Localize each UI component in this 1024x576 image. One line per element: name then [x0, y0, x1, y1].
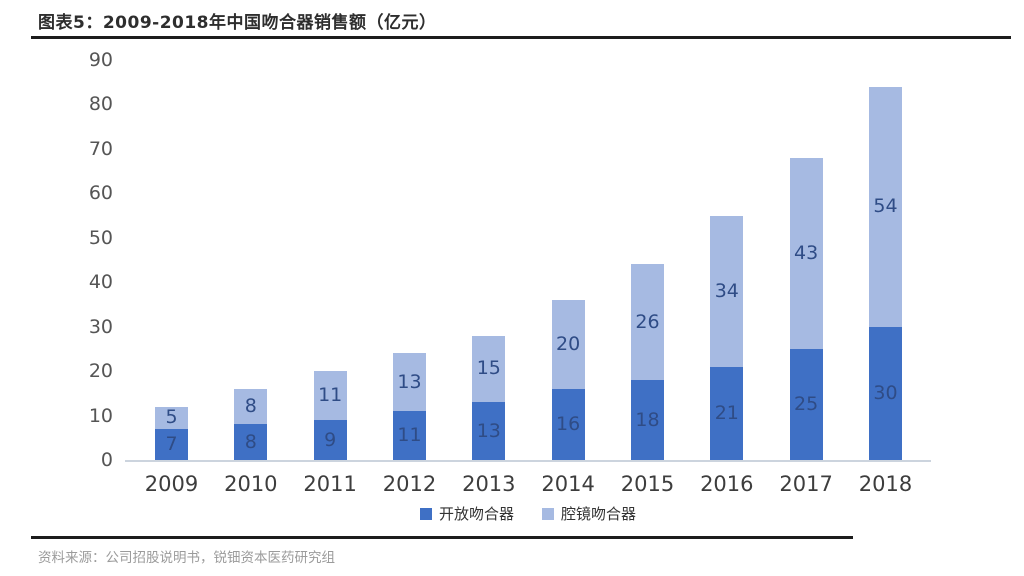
legend-swatch-endoscopic-stapler: [542, 507, 554, 520]
y-axis-tick-label: 70: [88, 137, 113, 160]
bar-segment-open-stapler: 18: [630, 380, 664, 460]
bar-segment-open-stapler: 8: [234, 424, 268, 460]
footer-divider-rule: [31, 536, 853, 539]
legend-item: 腔镜吻合器: [542, 503, 636, 524]
legend-item: 开放吻合器: [419, 503, 514, 524]
y-axis-tick-label: 0: [100, 449, 113, 471]
bar-value-label: 25: [794, 392, 819, 415]
bar-value-label: 16: [556, 412, 581, 435]
bar-segment-endoscopic-stapler: 5: [155, 406, 188, 429]
bar-value-label: 5: [165, 406, 178, 429]
y-axis-tick-label: 30: [88, 315, 113, 338]
y-axis-tick-label: 40: [88, 271, 113, 294]
bar-segment-open-stapler: 16: [551, 388, 585, 460]
bar-segment-endoscopic-stapler: 54: [868, 86, 902, 327]
bar-segment-endoscopic-stapler: 15: [472, 335, 506, 403]
x-axis-line: [125, 460, 931, 462]
bar-value-label: 43: [794, 241, 819, 264]
bar-segment-open-stapler: 13: [472, 402, 506, 460]
bar-value-label: 21: [714, 401, 739, 424]
bar-segment-open-stapler: 7: [155, 428, 188, 460]
source-note: 资料来源：公司招股说明书，锐钿资本医药研究组: [38, 550, 335, 566]
bar-segment-endoscopic-stapler: 26: [630, 264, 664, 380]
chart-title: 图表5：2009-2018年中国吻合器销售额（亿元）: [38, 13, 437, 33]
bar-value-label: 7: [165, 432, 178, 455]
legend-label: 开放吻合器: [438, 505, 514, 523]
y-axis-tick-label: 80: [88, 93, 113, 116]
x-axis-category-label: 2018: [858, 472, 913, 496]
x-axis-category-label: 2016: [700, 472, 754, 496]
bar-segment-endoscopic-stapler: 43: [789, 157, 823, 349]
x-axis-category-label: 2010: [224, 472, 278, 496]
legend-swatch-open-stapler: [419, 507, 432, 520]
y-axis-tick-label: 90: [88, 49, 113, 71]
bar-value-label: 54: [873, 195, 898, 218]
bar-value-label: 15: [476, 357, 501, 380]
bar-segment-endoscopic-stapler: 20: [551, 300, 585, 389]
bar-value-label: 34: [714, 279, 739, 302]
bar-value-label: 11: [397, 424, 422, 447]
x-axis-category-label: 2014: [541, 472, 595, 496]
bar-value-label: 26: [635, 310, 660, 333]
bar-value-label: 20: [556, 332, 581, 355]
bar-segment-open-stapler: 25: [789, 348, 823, 460]
bar-segment-endoscopic-stapler: 11: [313, 371, 347, 420]
y-axis-tick-label: 60: [88, 182, 113, 205]
bar-value-label: 13: [397, 370, 422, 393]
x-axis-category-label: 2015: [620, 472, 675, 496]
bar-value-label: 18: [635, 408, 660, 431]
bar-value-label: 8: [244, 395, 257, 418]
bar-value-label: 8: [244, 430, 257, 453]
bar-value-label: 30: [873, 381, 898, 404]
bar-segment-endoscopic-stapler: 13: [392, 353, 426, 412]
bar-segment-open-stapler: 11: [392, 411, 426, 460]
y-axis-tick-label: 10: [88, 404, 113, 427]
y-axis-tick-label: 50: [88, 226, 113, 249]
x-axis-category-label: 2012: [382, 472, 437, 496]
x-axis-category-label: 2013: [462, 472, 516, 496]
x-axis-category-label: 2011: [303, 472, 357, 496]
bar-value-label: 9: [324, 428, 337, 451]
bar-segment-open-stapler: 21: [710, 366, 744, 460]
bar-value-label: 13: [476, 419, 501, 442]
x-axis-category-label: 2017: [779, 472, 833, 496]
bar-segment-endoscopic-stapler: 34: [710, 215, 744, 367]
x-axis-category-label: 2009: [144, 472, 199, 496]
bar-segment-open-stapler: 9: [313, 420, 347, 460]
title-divider-rule: [31, 36, 1011, 39]
legend-label: 腔镜吻合器: [561, 505, 637, 523]
bar-segment-open-stapler: 30: [868, 326, 902, 460]
y-axis-tick-label: 20: [88, 360, 113, 383]
chart-legend: 开放吻合器 腔镜吻合器: [125, 503, 931, 524]
bar-value-label: 11: [318, 384, 343, 407]
bar-segment-endoscopic-stapler: 8: [234, 388, 268, 425]
